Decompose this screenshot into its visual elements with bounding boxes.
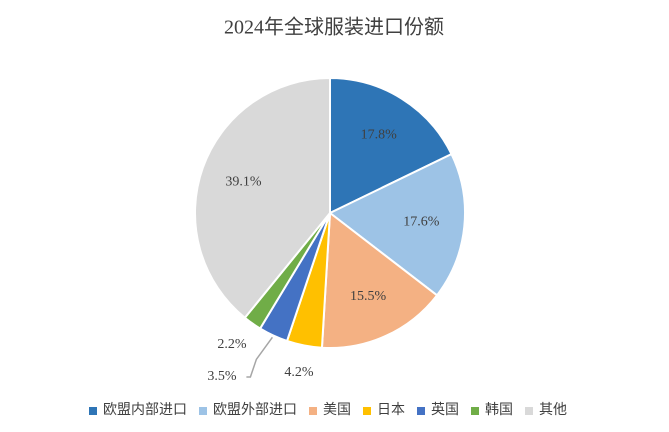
legend-label: 欧盟外部进口: [213, 402, 297, 418]
pie-slice: [328, 152, 466, 297]
pie-slice: [320, 211, 439, 349]
leader-line: [246, 336, 274, 378]
chart-title: 2024年全球服装进口份额: [224, 16, 444, 39]
data-label: 3.5%: [207, 369, 237, 384]
data-label: 4.2%: [284, 365, 314, 380]
data-label: 17.6%: [403, 215, 440, 230]
legend-marker: [470, 407, 479, 415]
legend-marker: [308, 407, 317, 415]
legend-label: 欧盟内部进口: [103, 402, 187, 418]
legend-label: 韩国: [485, 402, 513, 418]
pie-slice: [194, 76, 331, 320]
legend-marker: [416, 407, 425, 415]
legend-marker: [524, 407, 533, 415]
data-label: 15.5%: [350, 289, 387, 304]
data-label: 2.2%: [217, 337, 247, 352]
pie-slice: [329, 76, 453, 215]
data-label: 17.8%: [361, 127, 398, 142]
legend-marker: [89, 407, 98, 415]
legend-marker: [362, 407, 371, 415]
data-label: 39.1%: [225, 175, 262, 190]
legend-label: 英国: [431, 401, 459, 418]
legend-label: 日本: [377, 402, 405, 418]
legend-label: 美国: [323, 402, 351, 418]
legend-marker: [199, 407, 208, 415]
legend-label: 其他: [539, 402, 567, 418]
